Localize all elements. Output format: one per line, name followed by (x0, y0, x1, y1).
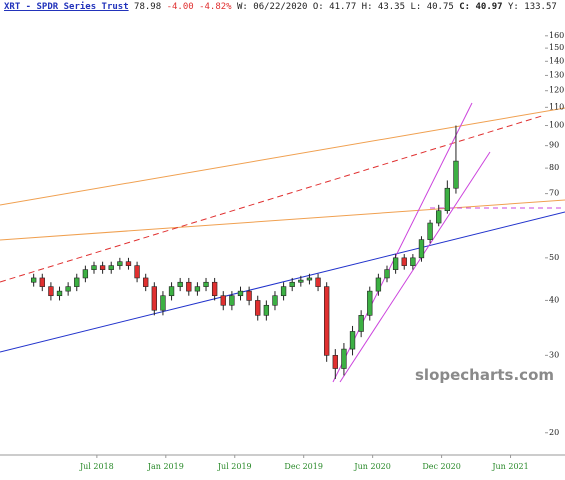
high: H: 43.35 (361, 2, 406, 12)
year: Y: 133.57 (508, 2, 557, 12)
candle-body (134, 265, 140, 279)
y-tick-label: 150 (549, 43, 564, 52)
candle-body (263, 304, 270, 316)
candle-body (306, 277, 313, 281)
y-tick-label: 30 (549, 350, 559, 359)
candle-body (332, 355, 338, 369)
candle-body (194, 286, 201, 292)
x-tick-label: Jul 2018 (79, 462, 114, 471)
y-tick-label: 100 (549, 121, 564, 130)
candle-body (272, 295, 278, 306)
candle-body (74, 277, 80, 287)
candle-body (99, 265, 106, 270)
change-pct: -4.82% (199, 2, 232, 12)
candle-body (65, 286, 71, 292)
x-tick-label: Dec 2020 (422, 462, 461, 471)
quote-header: XRT - SPDR Series Trust 78.98 -4.00 -4.8… (4, 2, 557, 12)
trendlines (0, 102, 565, 383)
candle-body (289, 281, 295, 287)
trendline (0, 211, 565, 353)
close: C: 40.97 (459, 2, 503, 12)
candle-body (125, 261, 132, 266)
x-tick-label: Jan 2019 (147, 462, 184, 471)
candle-body (48, 286, 54, 297)
candle-body (143, 277, 149, 287)
candle-body (160, 295, 166, 311)
candle-body (177, 281, 183, 287)
candle-body (237, 290, 244, 297)
candle-body (375, 277, 382, 292)
candle-body (349, 331, 356, 350)
y-tick-label: 130 (549, 70, 564, 79)
candle-body (436, 210, 442, 224)
candle-body (39, 277, 45, 287)
trendline (0, 107, 565, 206)
week: W: 06/22/2020 (237, 2, 308, 12)
candle-body (453, 160, 459, 189)
trendline (332, 102, 473, 383)
candle-body (324, 286, 330, 356)
y-tick-label: 20 (549, 428, 559, 437)
candle-body (151, 286, 157, 311)
candle-body (427, 222, 433, 240)
candle-body (82, 269, 89, 279)
candle-body (298, 279, 304, 283)
candle-body (229, 295, 235, 306)
candle-body (117, 261, 123, 266)
candle-body (418, 239, 425, 259)
x-tick-label: Jul 2019 (217, 462, 252, 471)
candle-body (108, 265, 114, 270)
candle-body (401, 257, 407, 266)
candle-body (410, 257, 416, 266)
candle-body (384, 269, 390, 279)
y-tick-label: 70 (549, 189, 559, 198)
y-tick-label: 40 (549, 295, 559, 304)
trendline (339, 151, 491, 383)
candle-body (91, 265, 97, 270)
candle-body (186, 281, 192, 292)
candle-body (56, 290, 63, 297)
trendline (0, 199, 565, 241)
y-tick-label: 140 (549, 56, 564, 65)
watermark: slopecharts.com (415, 366, 554, 384)
y-tick-label: 160 (549, 31, 564, 40)
y-tick-label: 50 (549, 253, 559, 262)
candle-body (246, 290, 252, 301)
candle-body (30, 277, 37, 283)
candle-body (392, 257, 399, 270)
candle-body (315, 277, 321, 287)
candle-body (367, 290, 373, 316)
x-tick-label: Dec 2019 (284, 462, 323, 471)
y-tick-label: 120 (549, 86, 564, 95)
y-tick-label: 110 (549, 102, 564, 111)
candle-body (255, 300, 261, 316)
y-tick-label: 90 (549, 141, 559, 150)
x-tick-label: Jun 2021 (491, 462, 528, 471)
open: O: 41.77 (312, 2, 357, 12)
candle-body (280, 286, 287, 297)
candle-body (341, 348, 347, 369)
candle-body (358, 315, 364, 332)
last-price: 78.98 (134, 2, 162, 12)
x-tick-label: Jun 2020 (353, 462, 390, 471)
y-tick-label: 80 (549, 163, 559, 172)
candle-body (220, 295, 226, 306)
candle-body (203, 281, 209, 287)
trendline (0, 114, 546, 283)
low: L: 40.75 (410, 2, 454, 12)
candle-body (211, 281, 218, 297)
symbol[interactable]: XRT - SPDR Series Trust (4, 2, 129, 12)
candle-body (444, 187, 450, 212)
change: -4.00 (166, 2, 194, 12)
candle-body (168, 286, 175, 297)
